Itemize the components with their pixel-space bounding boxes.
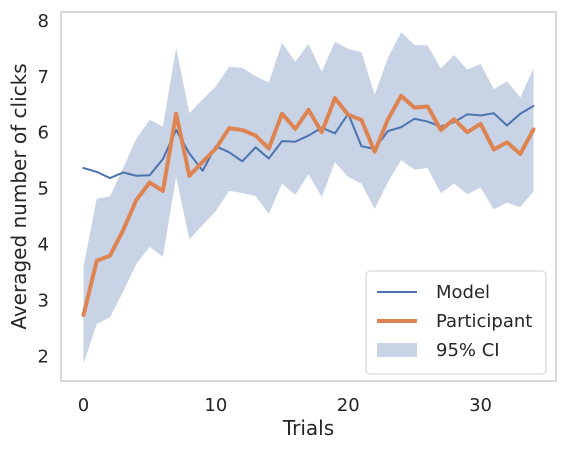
legend-model-label: Model — [436, 282, 490, 303]
y-tick-label: 3 — [38, 290, 49, 311]
series-lines-layer — [81, 93, 536, 318]
y-tick-label: 6 — [38, 123, 49, 144]
legend-participant-label: Participant — [436, 311, 532, 332]
x-tick-label: 20 — [337, 395, 360, 416]
y-tick-label: 4 — [38, 235, 49, 256]
y-axis-title: Averaged number of clicks — [7, 63, 31, 329]
y-tick-labels: 2 3 4 5 6 7 8 — [38, 11, 49, 367]
legend-ci-label: 95% CI — [436, 340, 500, 361]
x-tick-label: 10 — [204, 395, 227, 416]
ci-band — [83, 32, 534, 364]
model-line — [82, 104, 535, 180]
y-tick-label: 2 — [38, 346, 49, 367]
x-tick-label: 0 — [78, 395, 89, 416]
legend-ci-swatch — [377, 343, 417, 357]
confidence-band-layer — [83, 32, 534, 364]
y-tick-label: 5 — [38, 179, 49, 200]
y-tick-label: 8 — [38, 11, 49, 32]
x-axis-title: Trials — [282, 416, 334, 440]
x-tick-labels: 0 10 20 30 — [78, 395, 492, 416]
legend: Model Participant 95% CI — [365, 270, 547, 375]
x-tick-label: 30 — [469, 395, 492, 416]
participant-line — [81, 93, 536, 318]
y-tick-label: 7 — [38, 67, 49, 88]
